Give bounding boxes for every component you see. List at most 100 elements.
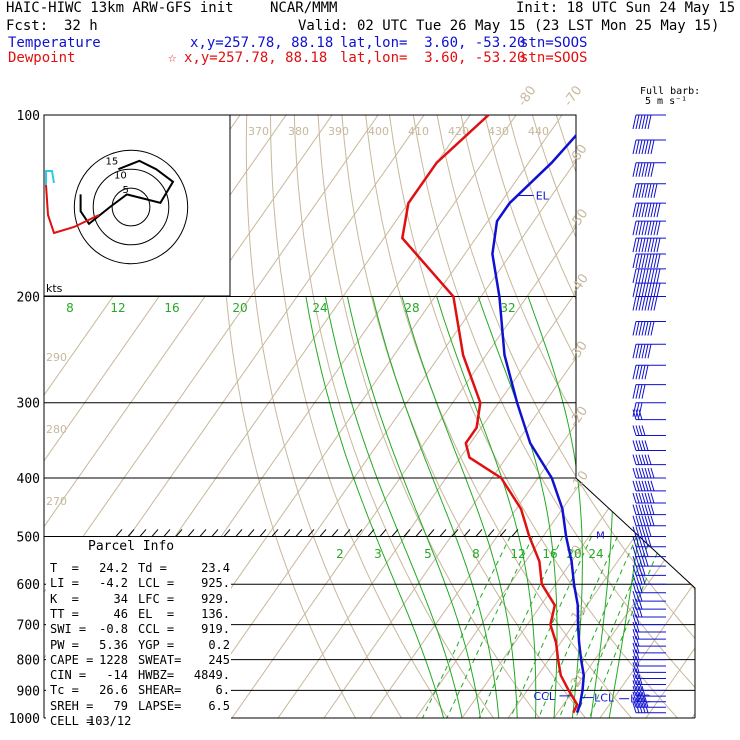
wind-barb-flag (635, 691, 640, 702)
wind-barb-flag (650, 253, 655, 269)
wind-barb-flag (647, 526, 652, 537)
wind-barb-flag (644, 114, 649, 130)
wind-barb-flag (635, 365, 640, 380)
wind-barb-flag (632, 565, 637, 576)
theta-label: 440 (528, 125, 549, 138)
wind-barb-flag (638, 183, 643, 198)
theta-label: 280 (46, 423, 67, 436)
isotherm (553, 115, 695, 718)
wind-barb-flag (650, 515, 655, 526)
wind-barb-flag (644, 556, 649, 567)
wind-barb-flag (641, 574, 646, 585)
mixing-ratio-label: 12 (510, 547, 525, 561)
freezing-level-hatch (235, 529, 243, 537)
hodograph-trace (79, 159, 175, 226)
wind-barb-flag (632, 365, 637, 380)
wind-barb-flag (647, 268, 652, 284)
wind-barb-flag (656, 237, 661, 253)
parcel-cell: K = (50, 591, 79, 606)
wind-barb-flag (635, 237, 640, 253)
moist-adiabat-label: 32 (500, 301, 515, 315)
parcel-cell: 5.36 (99, 637, 128, 652)
mixing-ratio-label: 16 (542, 547, 557, 561)
freezing-level-hatch (271, 529, 279, 537)
wind-barb-flag (635, 590, 640, 602)
parcel-row: K = 34 LFC = 929. (50, 592, 230, 607)
parcel-cell: 79 (113, 698, 128, 713)
parcel-cell: 24.2 (99, 561, 128, 575)
dry-adiabat (220, 115, 356, 718)
wind-barb-flag (632, 655, 637, 667)
wind-barb-flag (632, 668, 637, 679)
wind-barb-flag (641, 536, 646, 547)
wind-barb-flag (632, 599, 637, 610)
wind-barb-flag (632, 635, 637, 647)
moist-adiabat (584, 296, 614, 718)
dry-adiabat (650, 115, 695, 718)
wind-barb-flag (635, 515, 640, 526)
wind-barb-flag (635, 556, 640, 567)
isotherm (691, 115, 695, 718)
wind-barb-flag (632, 183, 637, 198)
wind-barb-flag (635, 680, 640, 691)
freezing-level-hatch (487, 529, 495, 537)
freezing-level-hatch (379, 529, 387, 537)
wind-barb-flag (632, 402, 637, 417)
wind-barb-flag (644, 344, 649, 359)
wind-barb-flag (635, 546, 640, 557)
hodograph-ring (73, 149, 189, 265)
wind-barb-flag (635, 282, 640, 298)
freezing-level-hatch (187, 529, 195, 537)
wind-barb-flag (644, 440, 649, 451)
parcel-info-title: Parcel Info (88, 539, 175, 554)
pressure-tick-label: 400 (17, 472, 40, 487)
wind-barb-flag (635, 139, 640, 155)
wind-barb-flag (644, 536, 649, 547)
wind-barb-flag (638, 574, 643, 585)
legend-dewpoint-stn: stn=SOOS (520, 50, 588, 66)
wind-barb-flag (638, 344, 643, 359)
wind-barb-flag (644, 492, 649, 504)
pressure-tick-label: 600 (17, 578, 40, 593)
wind-barb-flag (641, 504, 646, 515)
moist-adiabat-label: 24 (312, 301, 327, 315)
wind-barb-flag (647, 321, 652, 336)
parcel-row: TT = 46 EL = 136. (50, 607, 230, 622)
wind-barb-flag (632, 221, 637, 236)
wind-barb-flag (644, 221, 649, 236)
wind-barb-flag (638, 237, 643, 253)
parcel-cell: SREH = (50, 698, 94, 713)
wind-barb-flag (647, 454, 652, 465)
freezing-level-hatch (355, 529, 363, 537)
wind-barb-flag (641, 384, 646, 399)
wind-barb-flag (641, 546, 646, 557)
init-time: Init: 18 UTC Sun 24 May 15 (516, 0, 736, 16)
parcel-cell: CELL = (50, 714, 94, 728)
wind-barb-flag (638, 565, 643, 576)
parcel-cell: EL = (138, 606, 175, 621)
parcel-cell: 46 (113, 606, 128, 621)
wind-barb-flag (632, 321, 637, 336)
parcel-cell: Td = (138, 561, 167, 575)
wind-barb-flag (632, 504, 637, 515)
wind-barb-flag (632, 515, 637, 526)
freezing-level-hatch (115, 529, 123, 537)
barb-legend-line2: 5 m s⁻¹ (645, 96, 688, 107)
legend-dewpoint-latlon: lat,lon= 3.60, -53.20 (340, 50, 526, 66)
wind-barb-flag (632, 467, 637, 479)
isotherm (231, 115, 655, 718)
wind-barb-flag (635, 402, 640, 417)
freezing-level-hatch (415, 529, 423, 537)
wind-barb-flag (650, 504, 655, 515)
lcl-label: LCL (594, 692, 615, 705)
max-wind-marker: M (596, 530, 605, 541)
parcel-cell: CIN = (50, 668, 87, 683)
wind-barb-flag (641, 440, 646, 451)
wind-barb-flag (635, 492, 640, 504)
parcel-row: PW = 5.36 YGP = 0.2 (50, 638, 230, 653)
dry-adiabat (317, 115, 540, 718)
org-label: NCAR/MMM (270, 0, 338, 16)
mixing-ratio-line (478, 536, 564, 718)
isotherm-label: -40 (567, 271, 591, 297)
legend-temperature-stn: stn=SOOS (520, 35, 588, 51)
